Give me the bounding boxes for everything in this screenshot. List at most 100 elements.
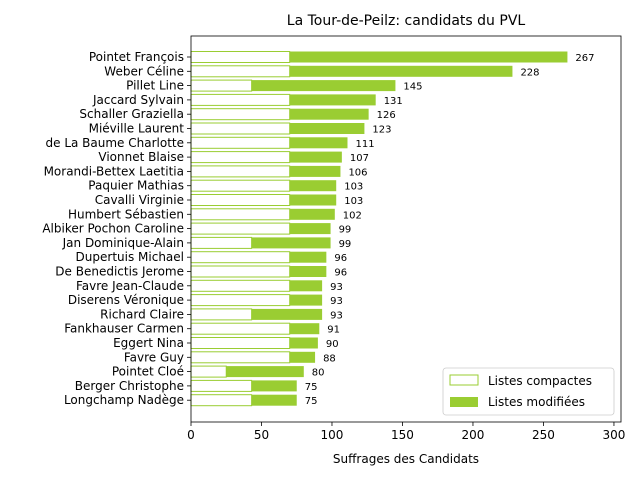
- value-label: 131: [384, 96, 403, 107]
- y-tick-label: Weber Céline: [104, 64, 184, 78]
- x-tick-label: 150: [391, 428, 414, 442]
- bar-modifiees: [251, 380, 297, 392]
- bar-modifiees: [289, 337, 318, 349]
- bar-compactes: [190, 208, 291, 221]
- bar-compactes: [190, 179, 291, 192]
- bar-compactes: [190, 151, 291, 164]
- x-axis: 0 50 100 150 200 250 300: [187, 422, 625, 442]
- value-label: 106: [348, 167, 367, 178]
- bar-compactes: [190, 65, 291, 78]
- y-tick-label: Dupertuis Michael: [76, 250, 184, 264]
- bar-compactes: [190, 308, 253, 321]
- x-tick-label: 300: [602, 428, 625, 442]
- y-tick-label: Favre Guy: [124, 350, 184, 364]
- bar-compactes: [190, 51, 291, 63]
- y-tick-label: De Benedictis Jerome: [55, 265, 184, 279]
- y-tick-label: Vionnet Blaise: [98, 150, 184, 164]
- bar-compactes: [190, 93, 291, 106]
- y-tick-label: Jan Dominique-Alain: [62, 236, 184, 250]
- bar-compactes: [190, 108, 291, 121]
- legend-swatch-modifiees: [450, 397, 478, 407]
- value-label: 93: [330, 296, 343, 307]
- bar-modifiees: [289, 208, 335, 220]
- value-label: 102: [343, 210, 362, 221]
- y-tick-label: Paquier Mathias: [88, 179, 184, 193]
- value-label: 93: [330, 282, 343, 293]
- x-tick-label: 200: [462, 428, 485, 442]
- y-tick-label: Pointet François: [89, 50, 184, 64]
- value-label: 123: [372, 125, 391, 136]
- value-label: 107: [350, 153, 369, 164]
- y-tick-label: Fankhauser Carmen: [64, 322, 184, 336]
- x-tick-label: 0: [187, 428, 195, 442]
- y-tick-label: de La Baume Charlotte: [46, 136, 185, 150]
- legend-label-compactes: Listes compactes: [488, 374, 592, 388]
- bar-compactes: [190, 265, 291, 278]
- value-label: 88: [323, 353, 336, 364]
- bar-modifiees: [289, 151, 342, 163]
- bar-compactes: [190, 294, 291, 307]
- bar-modifiees: [289, 294, 323, 306]
- bar-compactes: [190, 165, 291, 178]
- bar-compactes: [190, 394, 253, 407]
- y-tick-label: Albiker Pochon Caroline: [42, 222, 184, 236]
- value-label: 75: [305, 396, 318, 407]
- y-tick-label: Berger Christophe: [75, 379, 184, 393]
- bar-compactes: [190, 365, 227, 378]
- value-label: 96: [334, 268, 347, 279]
- bar-modifiees: [289, 223, 331, 235]
- bar-compactes: [190, 322, 291, 335]
- y-tick-label: Longchamp Nadège: [64, 393, 184, 407]
- bar-modifiees: [289, 194, 337, 206]
- value-label: 111: [355, 139, 374, 150]
- value-label: 90: [326, 339, 339, 350]
- bar-compactes: [190, 251, 291, 264]
- bar-compactes: [190, 136, 291, 149]
- bar-modifiees: [289, 351, 316, 363]
- bar-modifiees: [289, 94, 376, 106]
- bar-compactes: [190, 379, 253, 392]
- bar-modifiees: [251, 80, 396, 92]
- bar-modifiees: [289, 65, 513, 77]
- y-tick-label: Pointet Cloé: [112, 365, 184, 379]
- y-tick-label: Eggert Nina: [113, 336, 184, 350]
- legend-swatch-compactes: [449, 374, 479, 386]
- y-tick-label: Diserens Véronique: [68, 293, 184, 307]
- value-label: 103: [344, 182, 363, 193]
- bar-compactes: [190, 79, 253, 92]
- chart-title: La Tour-de-Peilz: candidats du PVL: [287, 13, 526, 29]
- y-tick-label: Morandi-Bettex Laetitia: [44, 164, 184, 178]
- bar-modifiees: [289, 251, 327, 263]
- value-label: 267: [575, 53, 594, 64]
- bar-modifiees: [289, 280, 323, 292]
- y-tick-label: Jaccard Sylvain: [92, 93, 184, 107]
- bar-compactes: [190, 236, 253, 249]
- value-label: 103: [344, 196, 363, 207]
- bar-modifiees: [289, 266, 327, 277]
- x-tick-label: 100: [321, 428, 344, 442]
- bar-modifiees: [289, 108, 369, 120]
- value-label: 96: [334, 253, 347, 264]
- x-tick-label: 50: [254, 428, 269, 442]
- bar-modifiees: [251, 394, 297, 406]
- value-label: 93: [330, 310, 343, 321]
- x-axis-label: Suffrages des Candidats: [333, 452, 479, 466]
- bar-compactes: [190, 351, 291, 364]
- bar-modifiees: [289, 51, 568, 63]
- bars-layer: [190, 51, 568, 407]
- y-tick-label: Humbert Sébastien: [68, 207, 184, 221]
- plot-frame: [190, 35, 622, 423]
- value-label: 75: [305, 382, 318, 393]
- y-tick-label: Richard Claire: [100, 307, 184, 321]
- legend-label-modifiees: Listes modifiées: [488, 395, 585, 409]
- bar-modifiees: [289, 323, 320, 335]
- y-tick-label: Miéville Laurent: [89, 122, 185, 136]
- value-label: 91: [327, 325, 340, 336]
- value-label: 80: [312, 368, 325, 379]
- bar-compactes: [190, 279, 291, 292]
- bar-modifiees: [289, 180, 337, 192]
- x-tick-label: 250: [532, 428, 555, 442]
